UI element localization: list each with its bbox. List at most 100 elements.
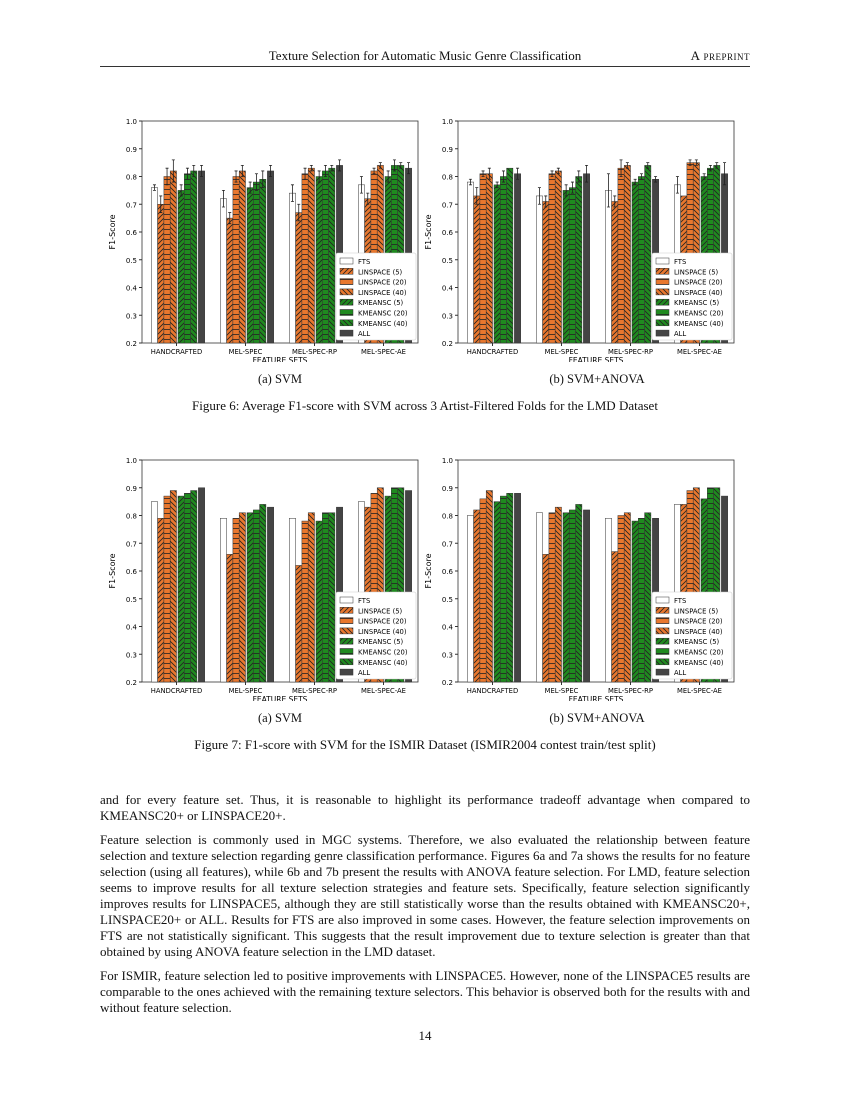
y-tick-label: 0.3: [442, 312, 453, 320]
legend-label: KMEANSC (40): [674, 320, 724, 328]
legend-label: FTS: [358, 258, 370, 266]
bar-kmeansc-5-: [493, 184, 501, 344]
error-bar: [639, 173, 643, 180]
bar-kmeansc-20-: [569, 509, 576, 683]
bar-kmeansc-5-: [631, 520, 639, 683]
legend-swatch: [655, 268, 670, 275]
y-tick-label: 0.5: [126, 596, 137, 604]
bar-linspace-40-: [485, 490, 493, 683]
chart-fig7a: 0.2 0.3 0.4 0.5 0.6 0.7 0.8 0.9 1.0 F1-Score FEATU…: [108, 457, 419, 701]
legend-label: KMEANSC (20): [358, 649, 408, 657]
legend-swatch: [339, 607, 354, 614]
legend-box: [335, 252, 417, 341]
bar-linspace-5-: [157, 518, 165, 683]
bar-fts: [220, 198, 227, 344]
legend-label: FTS: [674, 597, 686, 605]
error-bar: [372, 167, 376, 175]
x-tick-label: MEL-SPEC-AE: [677, 348, 722, 356]
y-tick-label: 0.9: [442, 485, 453, 493]
bar-linspace-40-: [554, 170, 562, 344]
error-bar: [475, 187, 479, 205]
y-tick-label: 1.0: [126, 457, 137, 465]
legend-swatch: [655, 668, 670, 676]
x-axis-label: FEATURE SETS: [569, 695, 624, 701]
bar-kmeansc-5-: [493, 501, 501, 683]
bar-fts: [536, 512, 543, 683]
error-bar: [378, 162, 382, 169]
subcaption-7b: (b) SVM+ANOVA: [549, 711, 645, 725]
bar-kmeansc-20-: [184, 493, 191, 683]
legend-label: KMEANSC (5): [358, 638, 404, 646]
y-axis-label: F1-Score: [108, 553, 117, 588]
error-bar: [248, 181, 252, 194]
bar-kmeansc-20-: [184, 173, 191, 344]
x-tick-label: HANDCRAFTED: [151, 687, 202, 695]
bar-linspace-40-: [169, 170, 177, 344]
legend-label: LINSPACE (5): [674, 607, 719, 615]
error-bar: [192, 165, 196, 177]
legend-label: FTS: [674, 258, 686, 266]
error-bar: [228, 212, 232, 225]
y-axis-label: F1-Score: [424, 553, 433, 588]
y-tick-label: 0.5: [126, 257, 137, 265]
legend-swatch: [655, 309, 670, 316]
legend-swatch: [339, 637, 354, 645]
y-tick-label: 1.0: [442, 118, 453, 126]
bar-linspace-20-: [548, 512, 556, 683]
legend-label: KMEANSC (5): [674, 638, 720, 646]
bar-linspace-20-: [617, 515, 625, 683]
x-tick-label: HANDCRAFTED: [151, 348, 202, 356]
legend-swatch: [339, 298, 354, 306]
bar-linspace-20-: [301, 520, 309, 683]
legend-swatch: [339, 658, 354, 666]
error-bar: [323, 165, 327, 177]
chart-fig6b: 0.2 0.3 0.4 0.5 0.6 0.7 0.8 0.9 1.0 F1-Score FEATU…: [424, 118, 735, 362]
x-tick-label: MEL-SPEC-AE: [677, 687, 722, 695]
legend-label: LINSPACE (40): [674, 628, 723, 636]
figure7-caption: Figure 7: F1-score with SVM for the ISMI…: [194, 737, 656, 752]
y-tick-label: 0.4: [126, 285, 138, 293]
bar-all: [267, 170, 274, 344]
x-tick-label: MEL-SPEC: [545, 348, 579, 356]
bar-linspace-5-: [611, 551, 619, 683]
legend-label: KMEANSC (40): [674, 659, 724, 667]
bar-linspace-40-: [238, 512, 246, 683]
y-tick-label: 0.2: [126, 679, 137, 687]
x-tick-label: MEL-SPEC-RP: [292, 348, 337, 356]
error-bar: [309, 165, 313, 172]
legend-box: [651, 252, 733, 341]
y-tick-label: 0.5: [442, 257, 453, 265]
x-tick-label: MEL-SPEC: [545, 687, 579, 695]
bar-kmeansc-5-: [177, 495, 185, 683]
error-bar: [290, 184, 294, 202]
y-axis-label: F1-Score: [424, 214, 433, 249]
bar-fts: [151, 187, 158, 344]
x-axis-label: FEATURE SETS: [569, 356, 624, 362]
y-tick-label: 0.9: [442, 146, 453, 154]
error-bar: [487, 167, 491, 180]
bar-kmeansc-20-: [500, 176, 507, 344]
legend-label: LINSPACE (20): [674, 279, 723, 287]
y-tick-label: 0.6: [126, 568, 138, 576]
bar-kmeansc-20-: [638, 176, 645, 344]
x-tick-label: MEL-SPEC: [229, 687, 263, 695]
error-bar: [159, 195, 163, 213]
error-bar: [516, 167, 520, 180]
x-tick-label: MEL-SPEC-AE: [361, 348, 406, 356]
bar-all: [267, 506, 274, 683]
error-bar: [407, 162, 411, 175]
legend-label: LINSPACE (20): [358, 279, 407, 287]
error-bar: [468, 178, 472, 186]
figure6-caption: Figure 6: Average F1-score with SVM acro…: [192, 398, 658, 413]
bar-fts: [605, 190, 612, 344]
y-tick-label: 0.5: [442, 596, 453, 604]
bar-all: [198, 170, 205, 344]
error-bar: [625, 162, 629, 169]
error-bar: [221, 189, 225, 208]
bar-kmeansc-40-: [190, 490, 198, 683]
legend-label: ALL: [358, 669, 370, 677]
bar-linspace-40-: [169, 490, 177, 683]
bar-kmeansc-5-: [315, 176, 323, 344]
bar-all: [583, 173, 590, 344]
bar-kmeansc-5-: [631, 181, 639, 344]
